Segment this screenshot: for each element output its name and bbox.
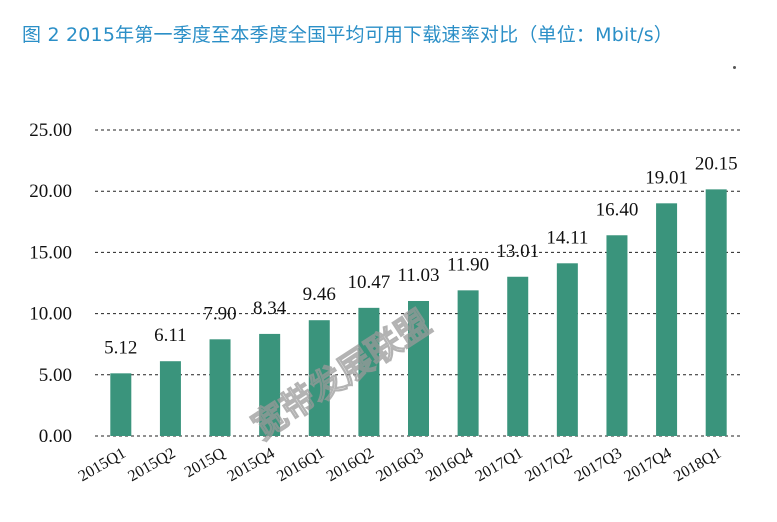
value-label: 14.11 [546, 227, 588, 248]
x-tick-label: 2016Q4 [423, 445, 476, 486]
value-label: 13.01 [496, 241, 539, 262]
bars [110, 189, 727, 436]
x-tick-label: 2018Q1 [671, 445, 724, 486]
x-tick-label: 2017Q4 [621, 445, 674, 486]
bar [556, 263, 578, 436]
x-tick-label: 2017Q1 [473, 445, 526, 486]
value-label: 16.40 [596, 199, 639, 220]
bar [358, 307, 380, 436]
value-label: 20.15 [695, 153, 738, 174]
y-tick-label: 20.00 [29, 181, 72, 202]
stray-dot [733, 66, 736, 69]
value-labels: 5.12 6.11 7.90 8.34 9.46 10.47 11.03 11.90 13.01… [104, 153, 737, 358]
value-label: 7.90 [203, 303, 236, 324]
x-tick-label: 2016Q3 [373, 445, 426, 486]
value-label: 10.47 [348, 272, 391, 293]
value-label: 5.12 [104, 337, 137, 358]
value-label: 9.46 [303, 284, 336, 305]
y-tick-label: 0.00 [39, 426, 72, 447]
value-label: 11.03 [397, 265, 439, 286]
y-axis-ticks: 0.00 5.00 10.00 15.00 20.00 25.00 [29, 120, 72, 447]
bar [408, 300, 429, 436]
y-tick-label: 25.00 [29, 120, 72, 141]
bar [656, 203, 678, 436]
value-label: 8.34 [253, 298, 287, 319]
bar [457, 290, 479, 436]
bar [705, 189, 727, 436]
value-label: 6.11 [154, 325, 187, 346]
x-tick-label: 2015Q4 [224, 445, 277, 486]
bar [606, 235, 628, 436]
value-label: 11.90 [447, 254, 489, 275]
x-tick-label: 2015Q [182, 445, 229, 482]
x-tick-label: 2015Q2 [125, 445, 178, 486]
bar [209, 339, 231, 436]
bar [308, 320, 330, 436]
y-tick-label: 15.00 [29, 242, 72, 263]
x-tick-label: 2017Q3 [572, 445, 625, 486]
y-tick-label: 5.00 [39, 365, 72, 386]
value-label: 19.01 [645, 167, 688, 188]
x-tick-label: 2016Q2 [324, 445, 377, 486]
bar [259, 333, 281, 436]
x-tick-label: 2016Q1 [274, 445, 327, 486]
x-tick-label: 2015Q1 [76, 445, 129, 486]
bar [159, 361, 181, 436]
x-tick-label: 2017Q2 [522, 445, 575, 486]
bar [507, 276, 529, 436]
chart-title: 图 2 2015年第一季度至本季度全国平均可用下载速率对比（单位：Mbit/s） [22, 24, 674, 46]
y-tick-label: 10.00 [29, 304, 72, 325]
bar [110, 373, 132, 436]
